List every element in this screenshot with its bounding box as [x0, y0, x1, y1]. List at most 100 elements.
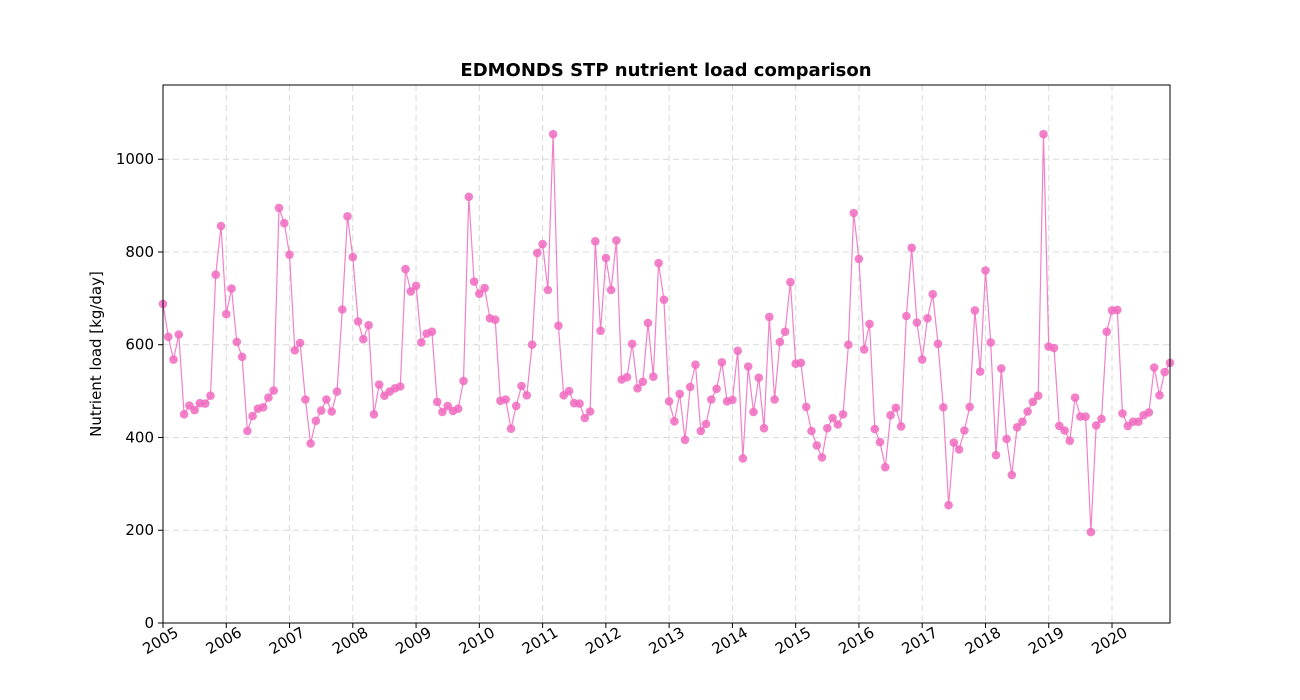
- data-point: [369, 410, 379, 419]
- y-tick-label: 400: [125, 428, 154, 446]
- data-point: [427, 327, 437, 337]
- y-tick-label: 200: [125, 521, 154, 539]
- data-point: [274, 203, 284, 213]
- data-point: [870, 424, 880, 434]
- data-point: [997, 364, 1006, 373]
- data-point: [538, 239, 547, 249]
- data-point: [912, 318, 922, 327]
- data-point: [211, 270, 220, 280]
- data-point: [443, 401, 453, 411]
- data-point: [854, 254, 864, 264]
- data-point: [575, 399, 584, 408]
- y-axis-label: Nutrient load [kg/day]: [87, 271, 105, 437]
- data-point: [301, 395, 310, 404]
- data-point: [886, 410, 895, 420]
- y-tick-label: 1000: [116, 150, 154, 168]
- data-point: [991, 450, 1001, 460]
- data-point: [222, 309, 231, 319]
- data-point: [954, 445, 964, 454]
- data-point: [316, 406, 326, 415]
- data-point: [944, 500, 953, 510]
- data-point: [917, 355, 927, 364]
- data-point: [622, 372, 632, 382]
- data-point: [1007, 470, 1017, 480]
- data-point: [264, 393, 273, 402]
- data-point: [902, 311, 911, 321]
- data-point: [348, 252, 358, 262]
- data-point: [1070, 393, 1080, 402]
- y-tick-label: 800: [125, 243, 154, 261]
- data-point: [680, 435, 690, 445]
- data-point: [627, 339, 637, 349]
- data-point: [596, 326, 605, 336]
- data-point: [685, 382, 695, 392]
- data-point: [174, 330, 184, 339]
- data-point: [701, 419, 711, 429]
- data-point: [733, 346, 742, 356]
- data-point: [258, 403, 268, 412]
- data-point: [649, 372, 658, 382]
- y-tick-label: 0: [144, 614, 154, 632]
- data-point: [828, 413, 837, 423]
- data-point: [928, 289, 937, 299]
- data-point: [796, 358, 806, 368]
- data-point: [1134, 417, 1143, 427]
- data-point: [179, 410, 189, 419]
- data-point: [970, 306, 980, 315]
- data-point: [1012, 423, 1022, 432]
- data-point: [169, 355, 178, 364]
- y-tick-label: 600: [125, 336, 154, 354]
- data-point: [838, 410, 848, 419]
- data-point: [786, 277, 795, 287]
- data-point: [638, 377, 648, 387]
- data-point: [1039, 129, 1048, 139]
- data-point: [812, 441, 822, 450]
- data-point: [981, 266, 990, 275]
- data-point: [411, 281, 421, 291]
- data-point: [164, 332, 173, 342]
- data-point: [396, 382, 405, 391]
- data-point: [849, 208, 858, 218]
- data-point: [907, 243, 916, 253]
- data-point: [601, 253, 611, 263]
- data-point: [664, 397, 674, 406]
- data-point: [765, 312, 774, 322]
- data-point: [322, 395, 331, 404]
- data-point: [691, 360, 700, 370]
- data-point: [1155, 391, 1164, 400]
- data-point: [696, 426, 706, 436]
- data-point: [401, 264, 410, 274]
- chart-title: EDMONDS STP nutrient load comparison: [460, 60, 871, 81]
- data-point: [712, 384, 721, 394]
- data-point: [1023, 407, 1032, 416]
- data-point: [817, 453, 827, 462]
- data-point: [216, 221, 226, 231]
- series-group: [158, 129, 1175, 537]
- data-point: [633, 384, 642, 393]
- data-point: [933, 339, 943, 349]
- data-point: [754, 373, 764, 383]
- data-point: [206, 391, 215, 401]
- data-point: [896, 422, 906, 431]
- data-point: [506, 424, 516, 434]
- data-point: [306, 439, 315, 448]
- data-point: [1097, 414, 1106, 424]
- data-point: [659, 295, 669, 305]
- data-point: [775, 337, 785, 347]
- data-point: [533, 248, 542, 258]
- data-point: [891, 403, 901, 413]
- data-point: [585, 407, 595, 416]
- data-point: [359, 334, 368, 344]
- data-point: [237, 352, 247, 362]
- data-point: [311, 416, 321, 426]
- data-point: [353, 317, 363, 326]
- data-point: [654, 258, 663, 268]
- data-point: [1086, 527, 1096, 537]
- data-point: [295, 338, 305, 348]
- data-point: [417, 338, 426, 347]
- data-point: [606, 285, 616, 295]
- data-point: [432, 397, 442, 407]
- data-point: [1049, 343, 1059, 353]
- data-point: [670, 417, 679, 426]
